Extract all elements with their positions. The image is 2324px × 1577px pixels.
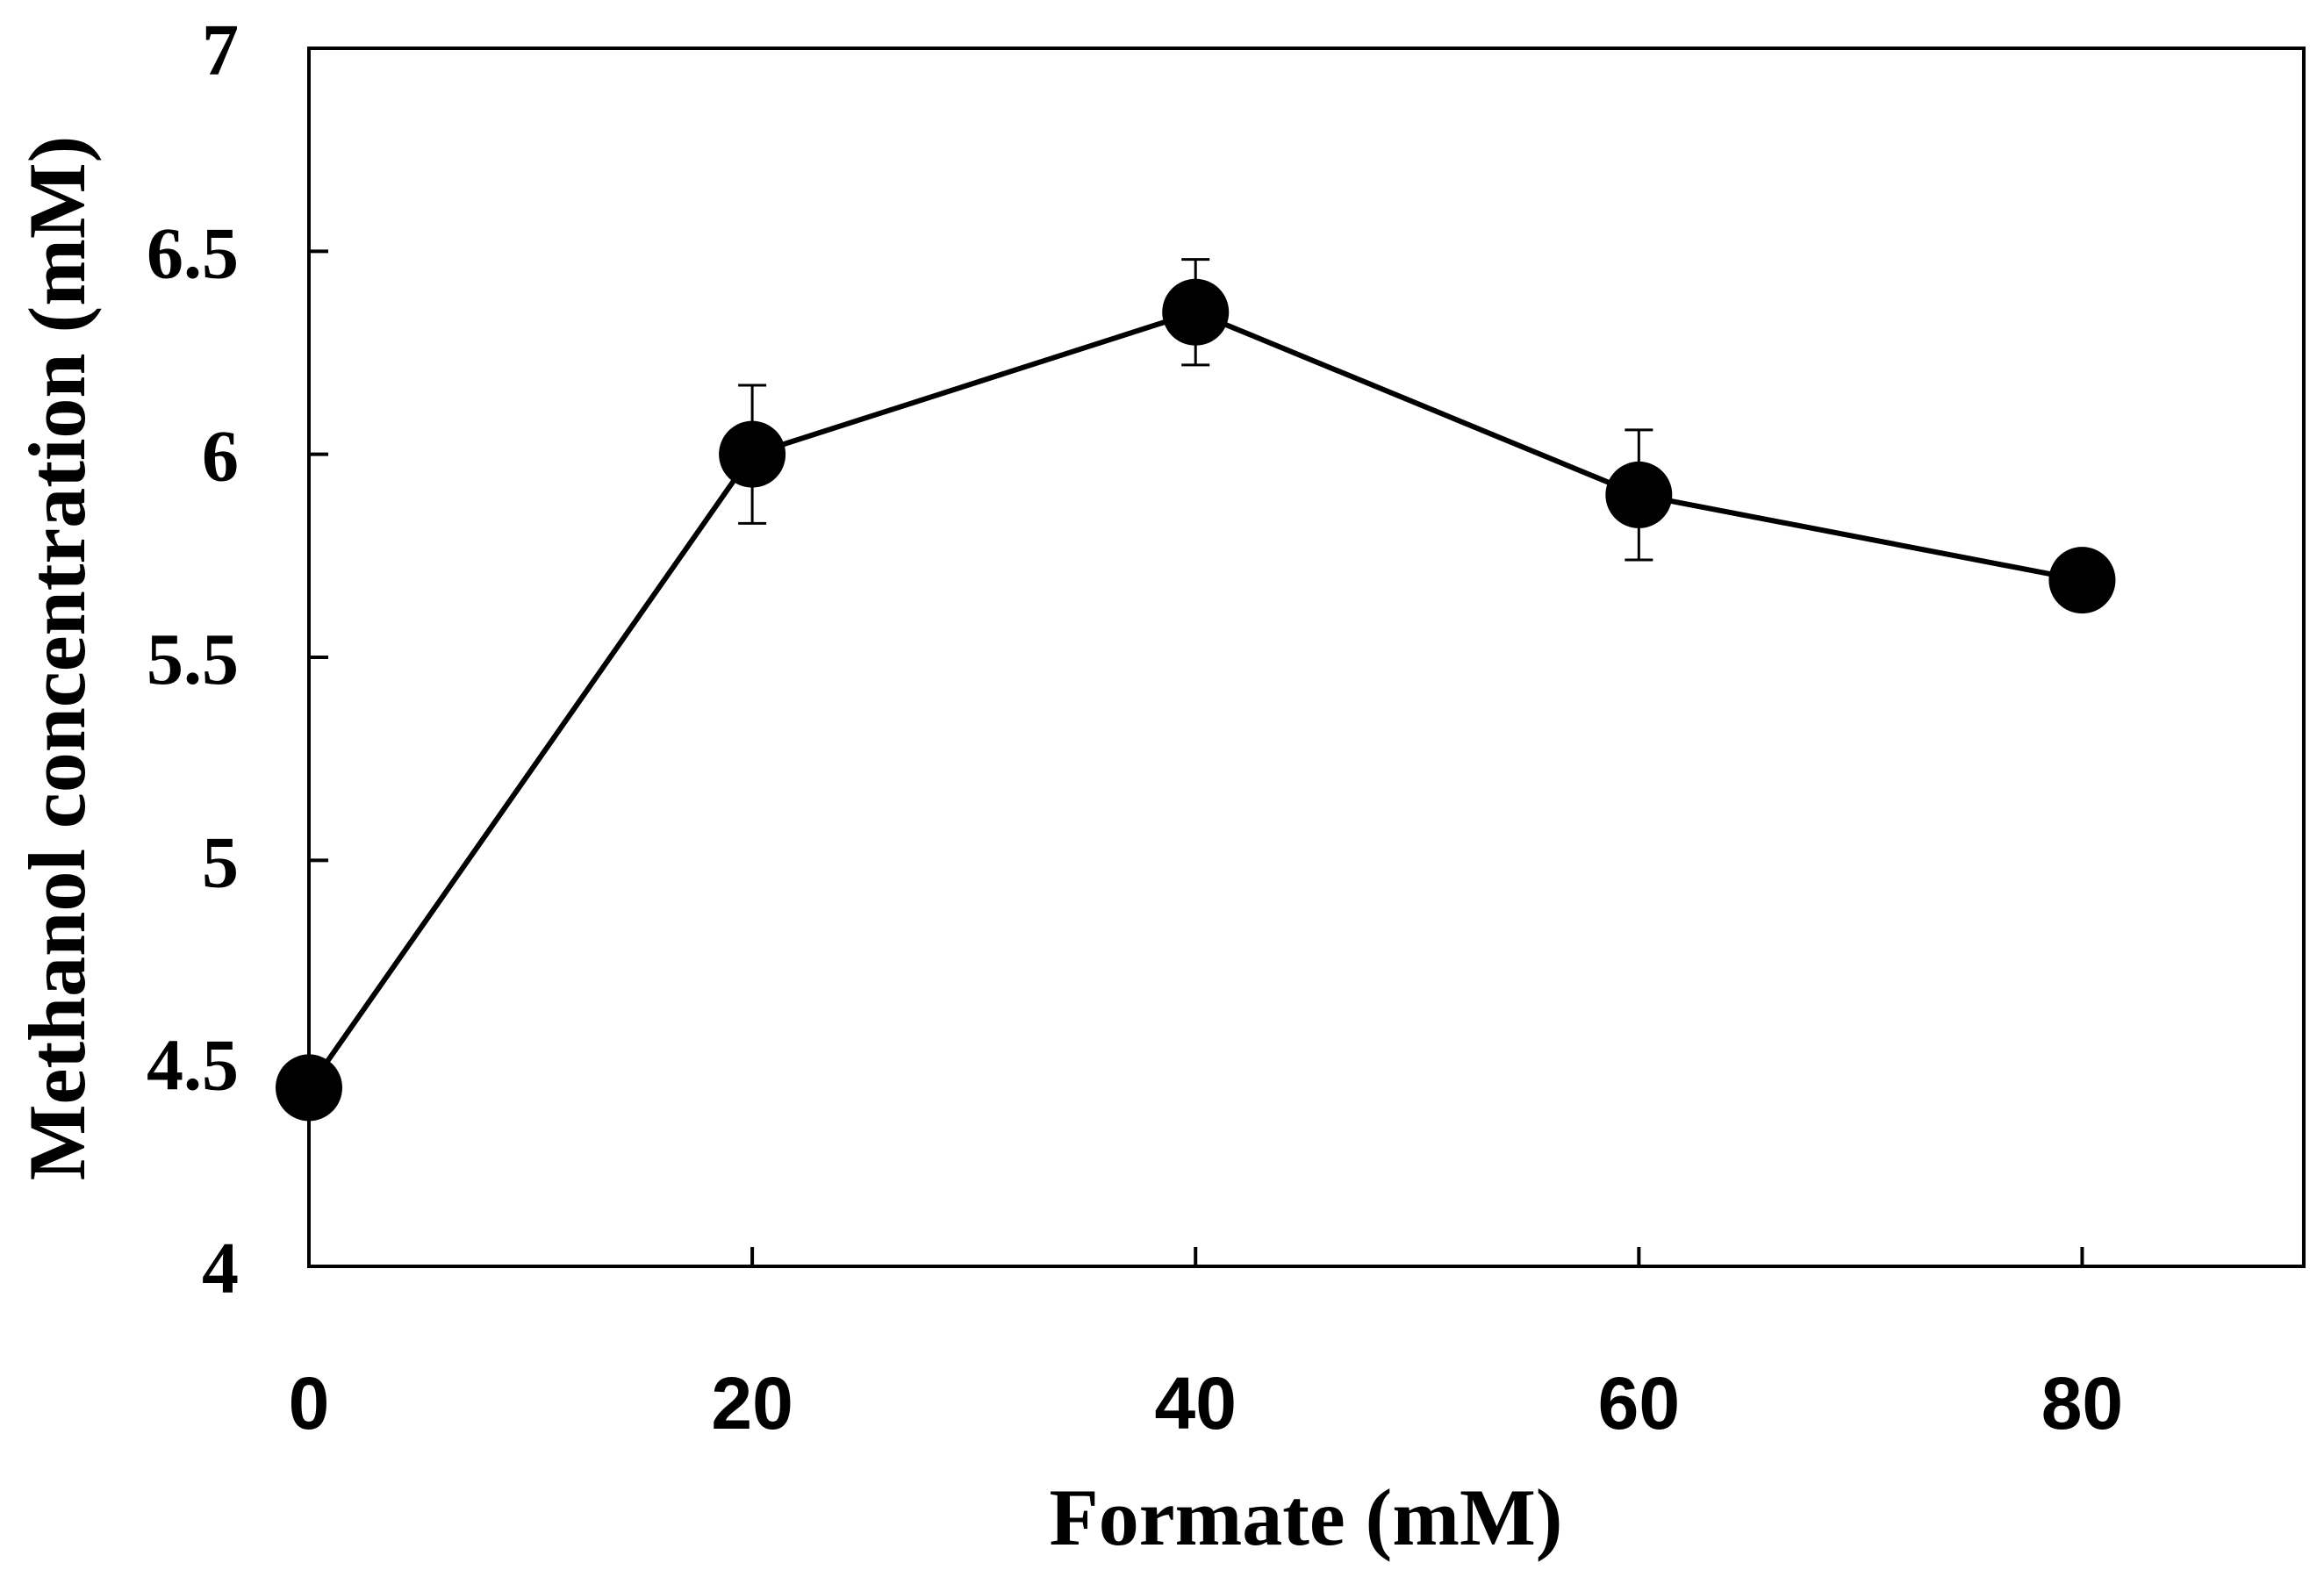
y-tick-label: 5.5	[147, 619, 239, 700]
x-axis-title: Formate (mM)	[1050, 1473, 1563, 1562]
data-markers	[276, 278, 2116, 1122]
y-tick-label: 7	[202, 10, 239, 91]
x-tick-label: 0	[289, 1362, 330, 1444]
data-point	[2048, 547, 2116, 614]
y-tick-label: 4.5	[147, 1025, 239, 1107]
y-tick-label: 6.5	[147, 212, 239, 294]
data-point	[1162, 278, 1230, 346]
y-tick-label: 5	[202, 821, 239, 903]
y-tick-label: 6	[202, 416, 239, 498]
x-tick-label: 40	[1155, 1362, 1237, 1444]
x-tick-label: 80	[2041, 1362, 2123, 1444]
data-point	[1605, 461, 1673, 528]
x-tick-label: 20	[711, 1362, 793, 1444]
y-axis-title: Methanol concentration (mM)	[12, 136, 102, 1181]
x-tick-label: 60	[1598, 1362, 1680, 1444]
data-point	[276, 1054, 342, 1122]
y-axis: 4 4.5 5 5.5 6 6.5 7	[147, 10, 328, 1309]
x-axis: 0 20 40 60 80	[289, 1247, 2123, 1444]
y-tick-label: 4	[202, 1228, 239, 1309]
data-point	[719, 420, 786, 488]
